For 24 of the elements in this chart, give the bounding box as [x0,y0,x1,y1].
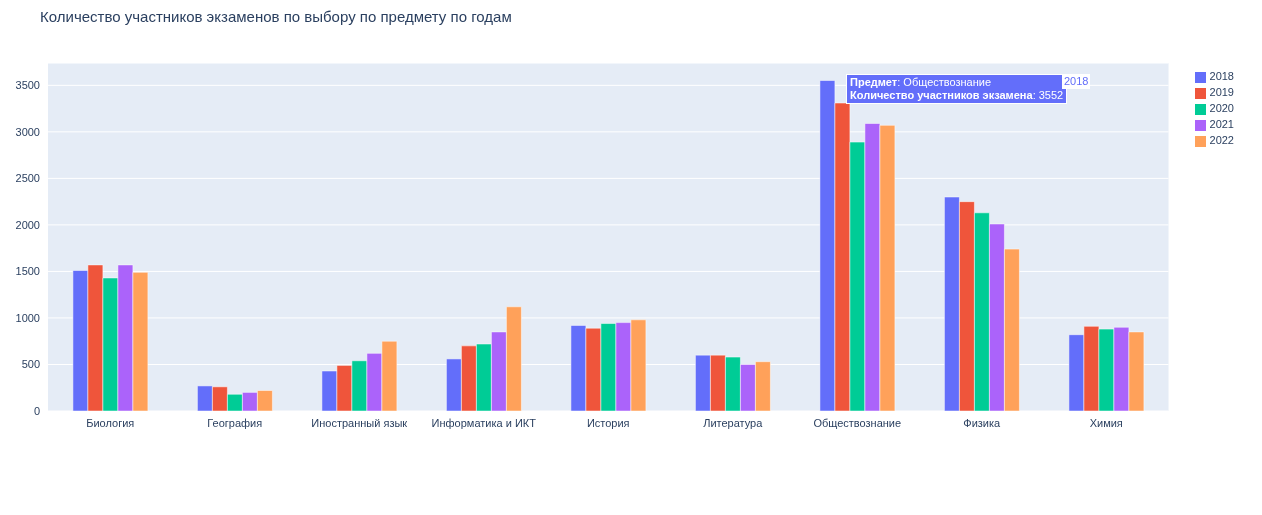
chart-title: Количество участников экзаменов по выбору по предмету по годам [40,8,512,25]
x-tick-label: Иностранный язык [311,416,408,429]
y-tick-label: 3000 [15,125,40,138]
legend-label: 2019 [1209,86,1234,98]
x-tick-label: Информатика и ИКТ [431,416,537,429]
y-tick-label: 3500 [15,79,40,92]
y-tick-label: 2000 [15,218,40,231]
x-tick-label: Химия [1089,416,1123,429]
legend-label: 2018 [1209,70,1234,82]
annotation: 2018 [1062,74,1091,89]
legend-label: 2020 [1209,102,1234,114]
x-tick-label: Биология [86,416,135,429]
y-tick-label: 1500 [15,265,40,278]
y-tick-label: 1000 [15,311,40,324]
x-tick-label: Литература [703,416,764,429]
legend-label: 2021 [1209,118,1234,130]
x-tick-label: География [207,416,263,429]
y-tick-label: 2500 [15,172,40,185]
x-tick-label: Физика [963,416,1002,429]
y-tick-label: 0 [33,404,40,417]
x-tick-label: История [586,416,630,429]
y-tick-label: 500 [21,358,40,371]
x-tick-label: Обществознание [813,416,902,429]
legend-label: 2022 [1209,134,1234,146]
